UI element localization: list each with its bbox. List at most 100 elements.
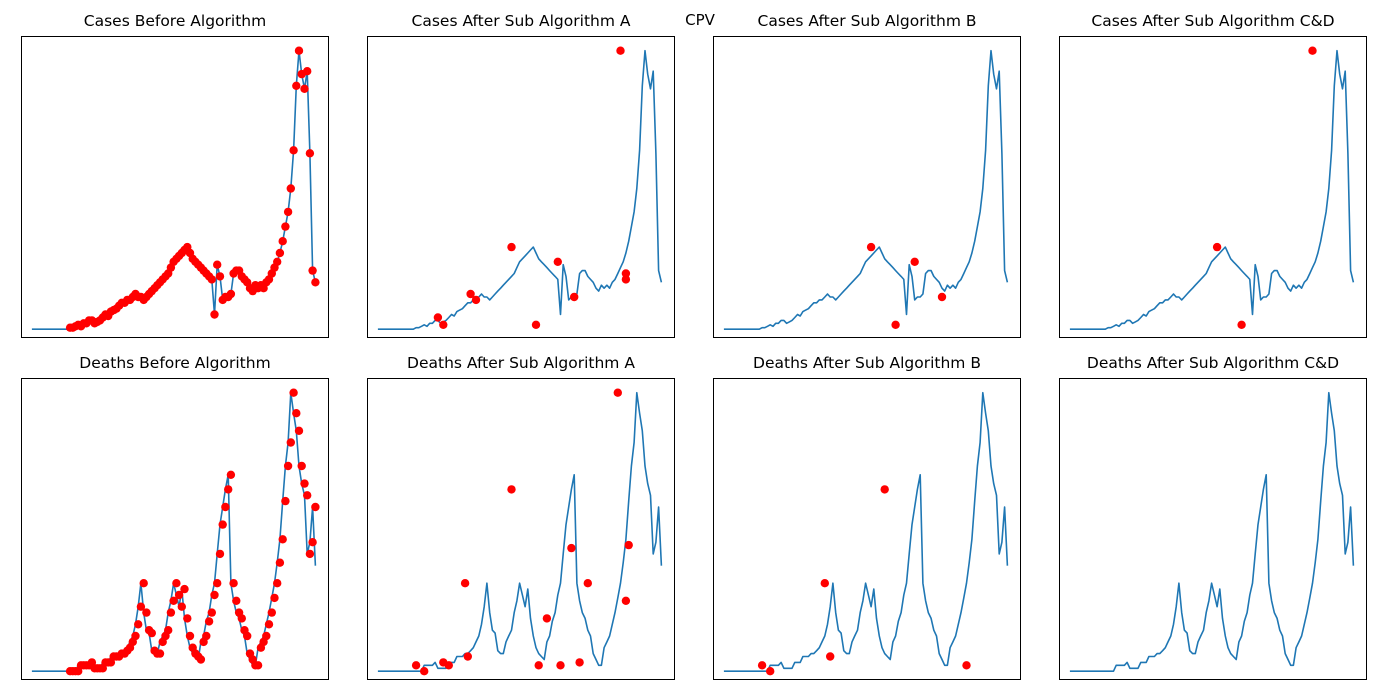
change-point-marker [308,266,317,275]
change-point-marker [439,320,448,329]
change-point-marker [278,237,287,246]
change-point-marker [218,520,227,529]
change-point-marker [273,257,282,266]
change-point-marker [444,661,453,670]
series-line [1069,49,1355,331]
change-point-marker [507,485,516,494]
change-point-marker [202,631,211,641]
change-point-marker [215,272,225,281]
change-point-marker [616,46,625,55]
change-point-marker [460,579,470,588]
change-point-marker [283,461,293,471]
change-point-marker [243,631,252,641]
change-point-marker [286,184,295,193]
change-point-marker [232,596,241,605]
change-point-marker [267,608,276,617]
change-point-marker [174,590,184,600]
change-point-marker [463,652,472,661]
series-line [377,49,663,331]
change-point-marker [283,207,293,217]
change-point-marker [294,426,304,435]
change-point-marker [542,614,552,623]
plot-area [1059,36,1367,338]
change-point-marker [303,67,312,76]
change-point-marker [139,579,148,588]
change-point-marker [294,46,304,55]
change-point-marker [213,260,222,269]
change-point-marker [303,491,312,500]
change-point-marker [210,310,219,319]
subplot-deaths-after-cd: Deaths After Sub Algorithm C&D [1059,354,1367,680]
subplot-title: Deaths After Sub Algorithm C&D [1086,354,1340,372]
change-point-marker [766,667,775,676]
plot-area [367,378,675,680]
change-point-marker [575,658,584,667]
change-point-marker [910,257,919,266]
series-line [1069,391,1355,673]
change-point-marker [264,620,274,629]
change-point-marker [273,579,282,588]
change-point-marker [292,81,301,90]
change-point-marker [300,479,309,488]
change-point-marker [311,502,320,512]
change-point-marker [278,535,287,544]
change-point-marker [275,248,285,258]
change-point-marker [147,628,156,638]
change-point-marker [300,84,309,93]
change-point-marker [183,614,192,623]
change-point-marker [433,313,443,322]
subplot-deaths-after-a: Deaths After Sub Algorithm A [367,354,675,680]
change-point-marker [289,388,298,397]
change-point-marker [131,631,140,641]
change-point-marker [567,543,576,553]
axes-frame [367,36,675,338]
plot-area [713,378,1021,680]
subplot-title: Deaths After Sub Algorithm A [407,354,635,372]
change-point-marker [1212,242,1222,252]
change-point-marker [471,295,481,305]
change-point-marker [534,661,543,670]
change-point-marker [1237,320,1246,329]
change-point-marker [570,292,579,302]
change-point-marker [297,461,306,471]
subplot-title: Cases Before Algorithm [83,12,267,30]
change-point-marker [308,538,317,547]
subplot-deaths-before: Deaths Before Algorithm [21,354,329,680]
change-point-marker [531,320,541,329]
subplot-title: Cases After Sub Algorithm C&D [1091,12,1335,30]
series-line [723,391,1009,673]
change-point-marker [556,661,565,670]
plot-area [21,378,329,680]
change-point-marker [224,485,233,494]
change-point-marker [289,146,298,155]
change-point-marker [226,470,236,479]
change-point-marker [275,558,285,567]
plot-area [21,36,329,338]
change-point-marker [286,438,295,447]
change-point-marker [621,269,631,278]
change-point-marker [507,242,516,252]
subplot-deaths-after-b: Deaths After Sub Algorithm B [713,354,1021,680]
change-point-marker [166,608,176,617]
change-point-marker [553,257,562,266]
change-point-marker [169,596,178,605]
change-point-marker [172,579,181,588]
change-point-marker [305,149,315,158]
change-point-marker [177,602,186,611]
change-point-marker [196,655,206,664]
change-point-marker [305,549,315,559]
change-point-marker [253,661,263,670]
change-point-marker [420,667,429,676]
change-point-marker [215,549,225,559]
plot-area [1059,378,1367,680]
series-line [31,49,317,331]
change-point-marker [1308,46,1317,55]
change-point-marker [311,278,320,287]
series-line [377,391,663,673]
change-point-marker [226,289,236,299]
change-point-marker [210,590,219,600]
change-point-marker [613,388,622,397]
change-point-marker [583,579,592,588]
subplot-title: Cases After Sub Algorithm B [757,12,977,30]
axes-frame [1059,36,1367,338]
